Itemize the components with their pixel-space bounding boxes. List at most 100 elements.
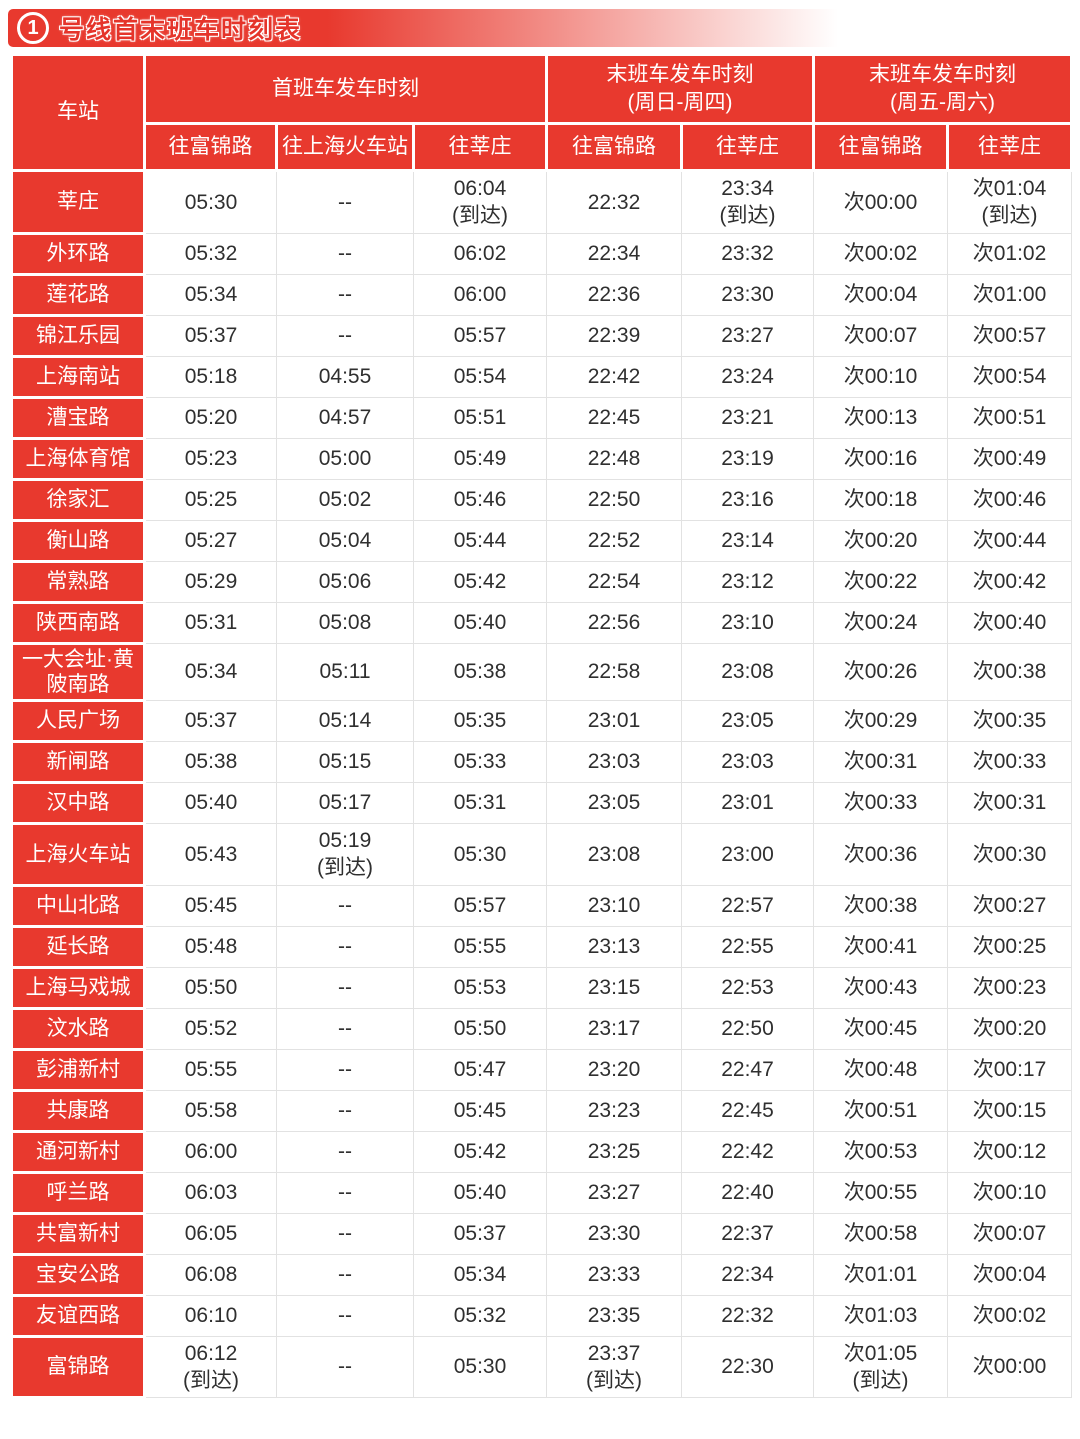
- time-cell: 22:42: [546, 355, 682, 398]
- time-cell: 次00:33: [813, 781, 948, 824]
- time-cell: 22:58: [546, 642, 682, 701]
- time-cell: 06:04 (到达): [413, 170, 547, 234]
- time-cell: --: [276, 1294, 414, 1337]
- time-cell: --: [276, 314, 414, 357]
- time-cell: 05:40: [413, 601, 547, 644]
- time-cell: 23:23: [546, 1089, 682, 1132]
- table-row: 陕西南路 05:31 05:08 05:40 22:56 23:10 次00:24 次00:4…: [10, 600, 1072, 645]
- time-cell: 05:27: [144, 519, 277, 562]
- table-row: 新闸路 05:38 05:15 05:33 23:03 23:03 次00:31 次00:33: [10, 739, 1072, 784]
- time-cell: --: [276, 1007, 414, 1050]
- time-cell: 次00:25: [947, 925, 1072, 968]
- time-cell: 05:45: [144, 884, 277, 927]
- time-cell: 05:15: [276, 740, 414, 783]
- line-1-badge-icon: 1: [17, 12, 49, 44]
- time-cell: 06:12 (到达): [144, 1335, 277, 1399]
- time-cell: 次00:00: [813, 170, 948, 234]
- station-column-header: 车站: [10, 53, 146, 172]
- table-row: 上海火车站 05:43 05:19 (到达) 05:30 23:08 23:00 次00:3…: [10, 821, 1072, 887]
- time-cell: 05:20: [144, 396, 277, 439]
- time-cell: 23:14: [681, 519, 814, 562]
- table-row: 汉中路 05:40 05:17 05:31 23:05 23:01 次00:33 次00:31: [10, 780, 1072, 825]
- time-cell: 次01:04 (到达): [947, 170, 1072, 234]
- table-row: 一大会址·黄陂南路 05:34 05:11 05:38 22:58 23:08 次00:26…: [10, 641, 1072, 702]
- time-cell: 05:37: [144, 699, 277, 742]
- time-cell: 05:14: [276, 699, 414, 742]
- table-row: 友谊西路 06:10 -- 05:32 23:35 22:32 次01:03 次00:02: [10, 1293, 1072, 1338]
- time-cell: 23:13: [546, 925, 682, 968]
- table-row: 外环路 05:32 -- 06:02 22:34 23:32 次00:02 次01:02: [10, 231, 1072, 276]
- time-cell: 05:53: [413, 966, 547, 1009]
- table-row: 漕宝路 05:20 04:57 05:51 22:45 23:21 次00:13 次00:51: [10, 395, 1072, 440]
- time-cell: --: [276, 1089, 414, 1132]
- time-cell: 05:48: [144, 925, 277, 968]
- time-cell: 22:40: [681, 1171, 814, 1214]
- time-cell: 05:40: [144, 781, 277, 824]
- time-cell: 23:30: [681, 273, 814, 316]
- time-cell: 05:46: [413, 478, 547, 521]
- time-cell: 次00:51: [947, 396, 1072, 439]
- time-cell: 05:40: [413, 1171, 547, 1214]
- time-cell: 次00:33: [947, 740, 1072, 783]
- time-cell: 05:58: [144, 1089, 277, 1132]
- time-cell: 次00:10: [813, 355, 948, 398]
- time-cell: 23:05: [681, 699, 814, 742]
- time-cell: 次00:22: [813, 560, 948, 603]
- station-cell: 友谊西路: [10, 1293, 146, 1338]
- time-cell: 05:32: [144, 232, 277, 275]
- direction-header: 往上海火车站: [275, 122, 415, 172]
- station-cell: 上海马戏城: [10, 965, 146, 1010]
- first-train-group-header: 首班车发车时刻: [143, 53, 548, 125]
- station-cell: 上海体育馆: [10, 436, 146, 481]
- time-cell: 05:49: [413, 437, 547, 480]
- time-cell: 22:50: [681, 1007, 814, 1050]
- time-cell: 次00:02: [813, 232, 948, 275]
- time-cell: --: [276, 1171, 414, 1214]
- time-cell: 次00:10: [947, 1171, 1072, 1214]
- timetable: 车站 首班车发车时刻 末班车发车时刻 (周日-周四) 末班车发车时刻 (周五-周…: [10, 53, 1073, 1400]
- time-cell: 次00:57: [947, 314, 1072, 357]
- time-cell: 05:34: [144, 642, 277, 701]
- time-cell: 22:42: [681, 1130, 814, 1173]
- time-cell: 05:32: [413, 1294, 547, 1337]
- time-cell: 05:08: [276, 601, 414, 644]
- time-cell: 22:37: [681, 1212, 814, 1255]
- timetable-body: 莘庄 05:30 -- 06:04 (到达) 22:32 23:34 (到达) 次00:00…: [10, 169, 1072, 1400]
- time-cell: 次00:41: [813, 925, 948, 968]
- time-cell: 05:34: [144, 273, 277, 316]
- time-cell: --: [276, 1048, 414, 1091]
- time-cell: 23:01: [681, 781, 814, 824]
- time-cell: 次00:00: [947, 1335, 1072, 1399]
- time-cell: --: [276, 1335, 414, 1399]
- time-cell: 次00:58: [813, 1212, 948, 1255]
- time-cell: 06:10: [144, 1294, 277, 1337]
- table-row: 锦江乐园 05:37 -- 05:57 22:39 23:27 次00:07 次00:57: [10, 313, 1072, 358]
- time-cell: 05:04: [276, 519, 414, 562]
- time-cell: 05:44: [413, 519, 547, 562]
- station-cell: 衡山路: [10, 518, 146, 563]
- time-cell: 23:19: [681, 437, 814, 480]
- time-cell: 04:55: [276, 355, 414, 398]
- time-cell: --: [276, 966, 414, 1009]
- header-direction-row: 往富锦路 往上海火车站 往莘庄 往富锦路 往莘庄 往富锦路 往莘庄: [12, 122, 1073, 172]
- time-cell: 23:32: [681, 232, 814, 275]
- time-cell: 次00:29: [813, 699, 948, 742]
- time-cell: 次00:07: [813, 314, 948, 357]
- time-cell: 05:23: [144, 437, 277, 480]
- table-row: 中山北路 05:45 -- 05:57 23:10 22:57 次00:38 次00:27: [10, 883, 1072, 928]
- time-cell: 05:34: [413, 1253, 547, 1296]
- time-cell: 05:25: [144, 478, 277, 521]
- station-cell: 彭浦新村: [10, 1047, 146, 1092]
- time-cell: 05:18: [144, 355, 277, 398]
- station-cell: 上海南站: [10, 354, 146, 399]
- time-cell: 05:51: [413, 396, 547, 439]
- table-row: 上海南站 05:18 04:55 05:54 22:42 23:24 次00:10 次00:5…: [10, 354, 1072, 399]
- table-row: 汶水路 05:52 -- 05:50 23:17 22:50 次00:45 次00:20: [10, 1006, 1072, 1051]
- time-cell: 22:50: [546, 478, 682, 521]
- station-cell: 一大会址·黄陂南路: [10, 641, 146, 702]
- time-cell: 05:37: [413, 1212, 547, 1255]
- time-cell: 05:19 (到达): [276, 822, 414, 886]
- table-row: 人民广场 05:37 05:14 05:35 23:01 23:05 次00:29 次00:3…: [10, 698, 1072, 743]
- time-cell: 23:25: [546, 1130, 682, 1173]
- station-cell: 宝安公路: [10, 1252, 146, 1297]
